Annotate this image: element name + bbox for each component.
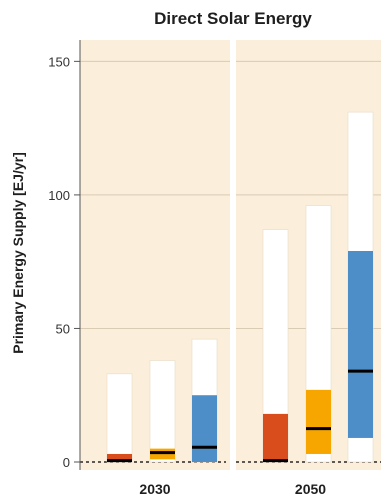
x-tick-label-2030: 2030 — [139, 481, 170, 497]
bar-iqr-2050-blue — [348, 250, 373, 438]
bar-range-2030-red — [106, 373, 133, 463]
bar-iqr-2030-red — [107, 453, 132, 462]
y-tick-label-100: 100 — [48, 188, 70, 203]
bar-iqr-2050-orange — [306, 389, 331, 454]
chart-title: Direct Solar Energy — [154, 9, 312, 28]
y-tick-label-150: 150 — [48, 54, 70, 69]
x-tick-label-2050: 2050 — [295, 481, 326, 497]
bar-range-2030-orange — [149, 360, 176, 463]
bar-iqr-2050-red — [263, 413, 288, 462]
y-tick-label-0: 0 — [63, 455, 70, 470]
y-tick-label-50: 50 — [56, 321, 70, 336]
bar-iqr-2030-blue — [192, 395, 217, 462]
y-axis-label: Primary Energy Supply [EJ/yr] — [10, 152, 26, 354]
plot-area: 0 50 100 150 2030 2050 — [48, 40, 381, 497]
